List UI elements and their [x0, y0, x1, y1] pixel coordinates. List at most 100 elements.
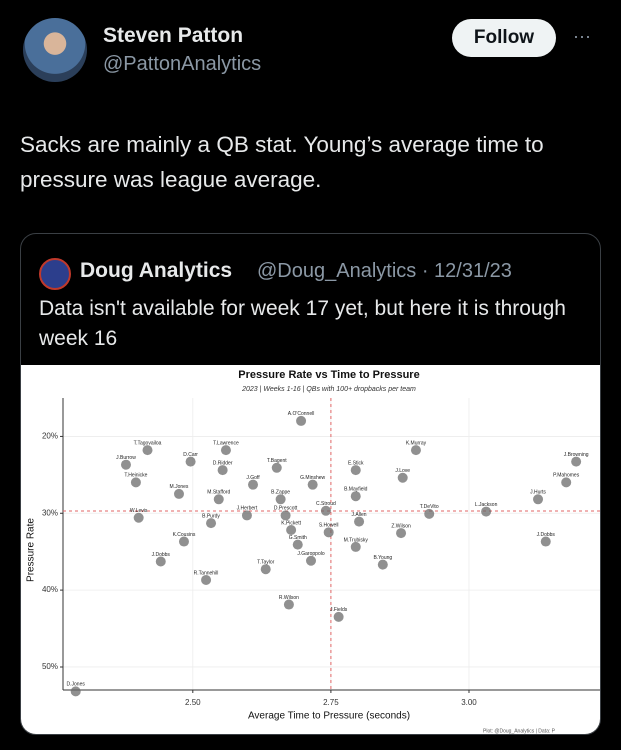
x-tick-label: 3.00	[461, 698, 477, 707]
team-logo-point	[120, 459, 131, 470]
author-name[interactable]: Steven Patton	[103, 24, 244, 47]
point-label: M.Stafford	[207, 490, 230, 496]
point-label: J.Fields	[330, 607, 348, 613]
quote-meta: @Doug_Analytics · 12/31/23	[257, 260, 512, 282]
chart-background	[21, 365, 600, 734]
point-label: J.Garoppolo	[297, 551, 324, 557]
point-label: J.Love	[395, 468, 410, 474]
chart-subtitle: 2023 | Weeks 1-16 | QBs with 100+ dropba…	[241, 386, 416, 393]
point-label: D.Jones	[67, 682, 86, 688]
follow-button[interactable]: Follow	[452, 19, 556, 57]
team-logo-point	[220, 445, 231, 456]
team-logo-point	[323, 527, 334, 538]
team-logo-point	[396, 528, 407, 539]
y-tick-label: 50%	[42, 662, 58, 671]
team-logo-point	[271, 462, 282, 473]
team-logo-point	[571, 456, 582, 467]
point-label: L.Jackson	[475, 502, 498, 508]
team-logo-point	[206, 518, 217, 529]
team-logo-point	[540, 536, 551, 547]
point-label: B.Young	[373, 555, 392, 561]
team-logo-point	[142, 445, 153, 456]
y-tick-label: 30%	[42, 508, 58, 517]
point-label: J.Allen	[352, 512, 367, 518]
team-logo-point	[155, 556, 166, 567]
team-logo-point	[377, 559, 388, 570]
team-logo-point	[201, 574, 212, 585]
point-label: B.Mayfield	[344, 487, 368, 493]
team-logo-point	[397, 472, 408, 483]
chart-caption: Plot: @Doug_Analytics | Data: P	[483, 728, 556, 734]
team-logo-point	[424, 508, 435, 519]
team-logo-point	[333, 611, 344, 622]
point-label: J.Herbert	[237, 506, 258, 512]
y-axis-label: Pressure Rate	[26, 518, 37, 582]
team-logo-point	[533, 494, 544, 505]
team-logo-point	[350, 541, 361, 552]
team-logo-point	[286, 525, 297, 536]
point-label: T.Tagovailoa	[134, 440, 162, 446]
point-label: C.Stroud	[316, 501, 336, 507]
point-label: R.Wilson	[279, 595, 299, 601]
team-logo-point	[350, 491, 361, 502]
point-label: T.Taylor	[257, 560, 275, 566]
point-label: K.Pickett	[281, 520, 301, 526]
chart: Pressure Rate vs Time to Pressure 2023 |…	[21, 365, 600, 734]
point-label: T.Lawrence	[213, 440, 239, 446]
team-logo-point	[178, 536, 189, 547]
point-label: J.Burrow	[116, 455, 136, 461]
team-logo-point	[173, 488, 184, 499]
point-label: E.Stick	[348, 460, 364, 466]
point-label: A.O'Connell	[288, 411, 315, 417]
team-logo-point	[241, 510, 252, 521]
point-label: J.Dobbs	[537, 532, 556, 538]
team-logo-point	[410, 445, 421, 456]
y-tick-label: 20%	[42, 432, 58, 441]
point-label: P.Mahomes	[553, 473, 580, 479]
x-axis-label: Average Time to Pressure (seconds)	[248, 711, 410, 722]
chart-title: Pressure Rate vs Time to Pressure	[238, 369, 419, 381]
point-label: R.Tannehill	[194, 570, 219, 576]
author-handle[interactable]: @PattonAnalytics	[103, 53, 262, 75]
team-logo-point	[133, 512, 144, 523]
x-tick-label: 2.75	[323, 698, 339, 707]
quote-text: Data isn't available for week 17 yet, bu…	[39, 297, 566, 350]
point-label: J.Goff	[246, 475, 260, 481]
point-label: D.Prescott	[274, 506, 298, 512]
point-label: B.Purdy	[202, 513, 220, 519]
team-logo-point	[307, 479, 318, 490]
tweet-text: Sacks are mainly a QB stat. Young’s aver…	[20, 132, 544, 192]
quote-author[interactable]: Doug Analytics	[80, 259, 233, 282]
more-menu[interactable]: ···	[573, 26, 591, 46]
avatar[interactable]	[23, 18, 87, 82]
point-label: S.Howell	[319, 523, 339, 529]
point-label: M.Jones	[170, 484, 189, 490]
point-label: J.Hurts	[530, 490, 546, 496]
team-logo-point	[306, 555, 317, 566]
team-logo-point	[217, 465, 228, 476]
team-logo-point	[260, 564, 271, 575]
quote-card[interactable]: Doug Analytics @Doug_Analytics · 12/31/2…	[20, 233, 601, 735]
point-label: D.Ridder	[213, 460, 233, 466]
team-logo-point	[275, 494, 286, 505]
team-logo-point	[292, 539, 303, 550]
y-tick-label: 40%	[42, 585, 58, 594]
team-logo-point	[350, 465, 361, 476]
point-label: M.Trubisky	[344, 537, 369, 543]
team-logo-point	[561, 477, 572, 488]
point-label: J.Browning	[564, 452, 589, 458]
point-label: B.Zappe	[271, 490, 290, 496]
team-logo-point	[354, 516, 365, 527]
point-label: K.Cousins	[173, 532, 196, 538]
team-logo-point	[70, 686, 81, 697]
team-logo-point	[280, 510, 291, 521]
point-label: W.Levis	[130, 508, 148, 514]
point-label: K.Murray	[406, 440, 427, 446]
point-label: T.DeVito	[420, 504, 439, 510]
team-logo-point	[283, 599, 294, 610]
x-tick-label: 2.50	[185, 698, 201, 707]
point-label: D.Carr	[183, 452, 198, 458]
point-label: T.Heinicke	[124, 473, 147, 479]
team-logo-point	[481, 506, 492, 517]
